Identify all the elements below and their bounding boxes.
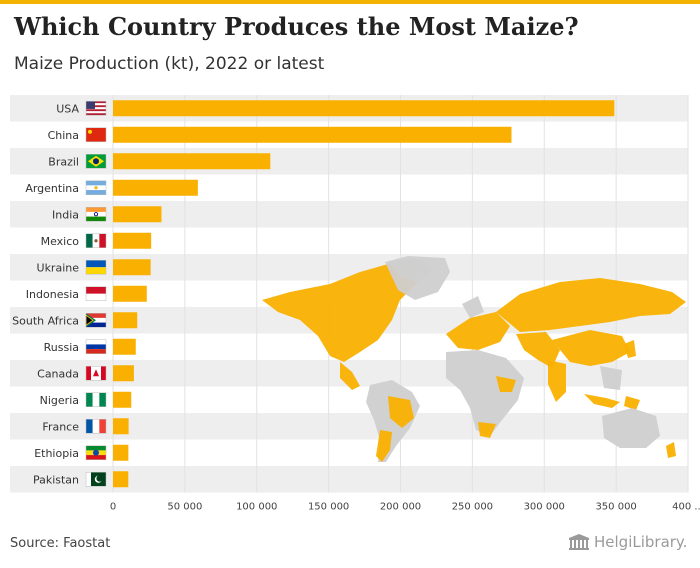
- top-accent-bar: [0, 0, 700, 4]
- row-stripe: [10, 201, 688, 228]
- category-label: Mexico: [41, 235, 80, 248]
- category-label: France: [42, 420, 79, 433]
- category-label: USA: [56, 102, 79, 115]
- map-region: [478, 422, 496, 438]
- bar-south-africa: [113, 312, 138, 329]
- category-label: Indonesia: [26, 288, 79, 301]
- map-region: [496, 376, 516, 392]
- category-label: Argentina: [25, 182, 79, 195]
- x-tick-label: 300 000: [524, 502, 565, 513]
- flag-indonesia-icon: [85, 286, 107, 301]
- bar-indonesia: [113, 285, 147, 302]
- map-region: [446, 312, 510, 350]
- source-note: Source: Faostat: [10, 536, 111, 551]
- helgi-library-logo[interactable]: HelgiLibrary.: [568, 533, 687, 551]
- map-region: [624, 396, 640, 410]
- bar-nigeria: [113, 391, 132, 408]
- bar-argentina: [113, 179, 198, 196]
- category-label: Nigeria: [40, 394, 79, 407]
- map-region: [602, 408, 660, 448]
- map-region: [496, 278, 686, 332]
- map-region: [548, 360, 566, 402]
- map-region: [552, 330, 630, 366]
- bar-mexico: [113, 232, 152, 249]
- bar-china: [113, 126, 512, 143]
- x-tick-label: 50 000: [167, 502, 202, 513]
- flag-mexico-icon: [85, 233, 107, 248]
- x-tick-label: 150 000: [308, 502, 349, 513]
- flag-pakistan-icon: [85, 472, 107, 487]
- bar-ethiopia: [113, 444, 129, 461]
- map-region: [376, 430, 392, 462]
- map-region: [446, 350, 524, 436]
- category-label: Pakistan: [33, 473, 79, 486]
- row-stripe: [10, 466, 688, 493]
- bar-russia: [113, 338, 136, 355]
- row-stripe: [10, 413, 688, 440]
- category-label: Ukraine: [37, 261, 80, 274]
- row-stripe: [10, 148, 688, 175]
- category-label: Brazil: [48, 155, 79, 168]
- category-label: Ethiopia: [34, 447, 79, 460]
- flag-ethiopia-icon: [85, 445, 107, 460]
- map-region: [462, 296, 484, 318]
- map-region: [385, 256, 450, 300]
- flag-usa-icon: [85, 101, 107, 116]
- bar-brazil: [113, 153, 271, 170]
- x-tick-label: 400 ...: [672, 502, 700, 513]
- bar-canada: [113, 365, 134, 382]
- flag-russia-icon: [85, 339, 107, 354]
- category-label: India: [52, 208, 79, 221]
- flag-ukraine-icon: [85, 260, 107, 275]
- flag-nigeria-icon: [85, 392, 107, 407]
- brand-name: HelgiLibrary.: [594, 533, 688, 551]
- x-tick-label: 100 000: [236, 502, 277, 513]
- map-region: [624, 340, 636, 358]
- map-region: [262, 264, 420, 362]
- flag-india-icon: [85, 207, 107, 222]
- category-label: Russia: [44, 341, 79, 354]
- x-tick-label: 250 000: [452, 502, 493, 513]
- flag-argentina-icon: [85, 180, 107, 195]
- category-label: South Africa: [12, 314, 79, 327]
- flag-canada-icon: [85, 366, 107, 381]
- map-region: [388, 396, 414, 428]
- map-region: [600, 366, 622, 390]
- library-building-icon: [569, 534, 589, 550]
- x-tick-label: 200 000: [380, 502, 421, 513]
- flag-south-africa-icon: [85, 313, 107, 328]
- bar-india: [113, 206, 162, 223]
- map-region: [340, 362, 360, 390]
- bar-usa: [113, 100, 615, 117]
- x-tick-label: 350 000: [595, 502, 636, 513]
- bar-pakistan: [113, 471, 129, 488]
- map-region: [584, 394, 620, 408]
- bar-france: [113, 418, 129, 435]
- x-tick-label: 0: [110, 502, 116, 513]
- flag-france-icon: [85, 419, 107, 434]
- world-map-background: [262, 256, 686, 462]
- flag-china-icon: [85, 127, 107, 142]
- map-region: [516, 332, 560, 368]
- chart-title: Which Country Produces the Most Maize?: [14, 12, 579, 41]
- map-region: [666, 442, 676, 458]
- category-label: Canada: [37, 367, 79, 380]
- flag-brazil-icon: [85, 154, 107, 169]
- chart-subtitle: Maize Production (kt), 2022 or latest: [14, 54, 325, 74]
- bar-ukraine: [113, 259, 151, 276]
- category-label: China: [48, 129, 79, 142]
